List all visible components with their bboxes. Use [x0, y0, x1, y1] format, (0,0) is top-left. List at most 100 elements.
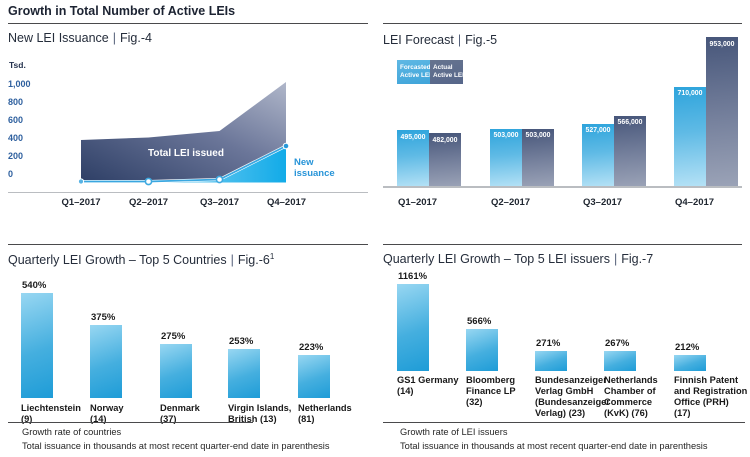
fig7-category-0-line-0: GS1 Germany: [397, 375, 459, 385]
fig6-category-3-line-1: British (13): [228, 414, 277, 424]
fig7-category-label-0: GS1 Germany (14): [397, 375, 459, 397]
fig5-bar-actual-0: [429, 133, 461, 187]
fig6-category-4-line-0: Netherlands: [298, 403, 352, 413]
divider-mid-left: [8, 244, 368, 245]
fig4-ytick-2: 600: [8, 115, 24, 125]
fig4-marker-q4: [282, 142, 290, 150]
fig7-category-0-line-1: (14): [397, 386, 414, 396]
divider-top-left: [8, 23, 368, 24]
fig6-bar-4: [298, 354, 330, 398]
fig7-fig-number: Fig.-7: [621, 252, 654, 266]
fig6-bar-1: [90, 324, 122, 398]
footnote-left-line1: Growth rate of countries: [22, 427, 122, 437]
fig7-category-1-line-0: Bloomberg: [466, 375, 516, 385]
fig5-legend-actual-line2: Active LEI: [433, 72, 464, 79]
fig7-category-1-line-2: (32): [466, 397, 483, 407]
fig6-category-0-line-1: (9): [21, 414, 33, 424]
fig4-xlabel-1: Q2–2017: [128, 197, 169, 208]
fig4-area-series-label: Total LEI issued: [148, 148, 224, 159]
fig4-ytick-5: 0: [8, 169, 14, 179]
fig4-line-label-line1: New: [294, 157, 314, 168]
divider-top-right: [383, 23, 742, 24]
fig4-marker-q1: [77, 178, 85, 185]
fig4-title-text: New LEI Issuance: [8, 31, 109, 45]
divider-footnote-left: [8, 422, 253, 423]
fig4-ytick-3: 400: [8, 133, 24, 143]
fig5-bar-actual-3: [706, 37, 738, 187]
fig5-title-text: LEI Forecast: [383, 33, 454, 47]
fig7-category-2-line-2: (Bundesanzeiger: [535, 397, 610, 407]
fig5-legend: Forcasted Active LEI Actual Active LEI: [397, 60, 464, 84]
fig7-category-4-line-1: and Registration: [674, 386, 748, 396]
fig5-legend-actual-line1: Actual: [433, 64, 453, 71]
fig4-title-separator: |: [112, 31, 116, 45]
fig5-value-actual-2: 566,000: [617, 119, 643, 127]
fig7-category-4-line-3: (17): [674, 408, 691, 418]
fig7-value-label-2: 271%: [536, 337, 561, 349]
fig4-marker-q2: [144, 177, 153, 186]
fig6-footnote-marker: 1: [269, 252, 275, 261]
fig5-xlabel-0: Q1–2017: [398, 197, 438, 208]
fig7-value-label-3: 267%: [605, 337, 630, 349]
fig6-category-4-line-1: (81): [298, 414, 315, 424]
fig5-bar-actual-1: [522, 128, 554, 187]
fig4-ytick-4: 200: [8, 151, 24, 161]
fig7-category-2-line-3: Verlag) (23): [535, 408, 586, 418]
fig7-category-3-line-2: Commerce: [604, 397, 653, 407]
footnote-right-line2: Total issuance in thousands at most rece…: [400, 441, 708, 451]
fig4-total-lei-area: [81, 82, 286, 182]
fig7-category-4-line-2: Office (PRH): [674, 397, 729, 407]
page-title: Growth in Total Number of Active LEIs: [8, 4, 236, 18]
fig4-xlabel-3: Q4–2017: [266, 197, 307, 208]
fig5-value-actual-1: 503,000: [525, 132, 551, 140]
fig6-category-label-1: Norway (14): [90, 403, 124, 425]
fig5-value-forecast-0: 495,000: [400, 133, 426, 141]
fig4-line-label-line2: issuance: [294, 168, 335, 179]
fig4-ytick-1: 800: [8, 97, 24, 107]
fig5-legend-forecast-swatch: Forcasted Active LEI: [397, 60, 431, 84]
fig7-category-label-1: Bloomberg Finance LP (32): [466, 375, 516, 408]
fig7-title-separator: |: [613, 252, 618, 266]
fig5-xlabel-1: Q2–2017: [491, 197, 531, 208]
fig7-category-4-line-0: Finnish Patent: [674, 375, 739, 385]
fig6-category-label-4: Netherlands (81): [298, 403, 352, 425]
fig5-legend-forecast-line2: Active LEI: [400, 72, 431, 79]
divider-mid-right: [383, 244, 742, 245]
fig5-x-axis-line: [383, 186, 742, 188]
fig7-bar-2: [535, 350, 567, 371]
fig6-category-2-line-0: Denmark: [160, 403, 200, 413]
fig6-category-1-line-0: Norway: [90, 403, 124, 413]
fig6-bar-2: [160, 344, 192, 398]
fig4-area-chart: [77, 82, 290, 186]
fig6-value-label-0: 540%: [22, 279, 47, 291]
fig7-category-label-3: Netherlands Chamber of Commerce (KvK) (76): [604, 375, 658, 419]
fig7-category-1-line-1: Finance LP: [466, 386, 516, 396]
fig6-title: Quarterly LEI Growth – Top 5 Countries | F…: [8, 252, 274, 267]
fig4-ytick-0: 1,000: [8, 79, 31, 89]
fig5-legend-actual-swatch: Actual Active LEI: [430, 60, 464, 84]
fig6-category-label-2: Denmark (37): [160, 403, 200, 425]
fig6-value-label-3: 253%: [229, 335, 254, 347]
fig6-category-2-line-1: (37): [160, 414, 177, 424]
fig4-fig-number: Fig.-4: [120, 31, 152, 45]
fig4-marker-q3: [215, 175, 224, 184]
fig7-category-2-line-0: Bundesanzeiger: [535, 375, 607, 385]
fig6-value-label-2: 275%: [161, 331, 186, 343]
fig5-value-actual-0: 482,000: [432, 136, 458, 144]
fig5-title: LEI Forecast | Fig.-5: [383, 33, 497, 47]
fig4-y-axis-unit: Tsd.: [9, 60, 26, 70]
footnote-left-line2: Total issuance in thousands at most rece…: [22, 441, 330, 451]
fig6-category-label-0: Liechtenstein (9): [21, 403, 81, 425]
fig5-value-actual-3: 953,000: [709, 40, 735, 48]
fig6-title-text: Quarterly LEI Growth – Top 5 Countries: [8, 253, 227, 268]
divider-footnote-right: [383, 422, 745, 423]
fig5-fig-number: Fig.-5: [465, 33, 498, 47]
fig5-title-separator: |: [457, 33, 462, 47]
fig5-bar-forecast-1: [490, 128, 522, 187]
fig5-xlabel-2: Q3–2017: [583, 197, 623, 208]
fig4-title: New LEI Issuance | Fig.-4: [8, 31, 152, 45]
fig5-bar-forecast-0: [397, 130, 429, 187]
fig5-bar-forecast-3: [674, 86, 706, 187]
fig5-bar-forecast-2: [582, 123, 614, 187]
